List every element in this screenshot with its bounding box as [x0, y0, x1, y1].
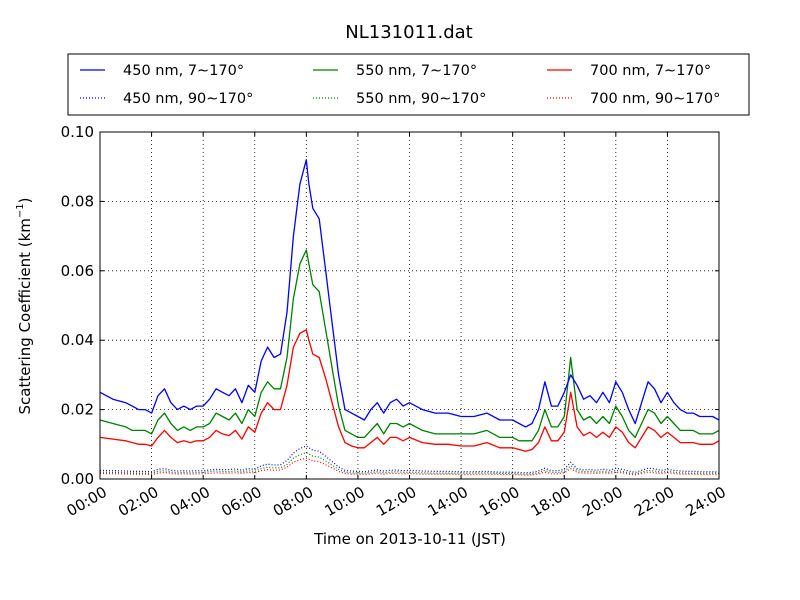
legend-label: 550 nm, 7∼170°: [356, 63, 477, 79]
legend: 450 nm, 7∼170° 450 nm, 90∼170° 550 nm, 7∼1…: [67, 53, 750, 116]
y-tick-label: 0.04: [61, 331, 94, 349]
legend-label: 700 nm, 7∼170°: [590, 63, 711, 79]
y-tick-label: 0.10: [61, 123, 94, 141]
series-line: [99, 329, 720, 452]
y-tick-label: 0.00: [61, 470, 94, 488]
legend-label: 550 nm, 90∼170°: [356, 91, 486, 107]
y-axis-label-exponent: −1: [15, 203, 26, 218]
y-tick-labels: 0.00 0.02 0.04 0.06 0.08 0.10: [61, 123, 94, 488]
x-axis-label: Time on 2013-10-11 (JST): [313, 530, 506, 548]
chart-title: NL131011.dat: [345, 22, 472, 43]
legend-label: 450 nm, 7∼170°: [123, 63, 244, 79]
y-tick-label: 0.08: [61, 192, 94, 210]
y-tick-label: 0.06: [61, 262, 94, 280]
ticks: [99, 131, 720, 480]
series-line: [99, 249, 720, 442]
legend-label: 450 nm, 90∼170°: [123, 91, 253, 107]
series-line: [99, 159, 720, 428]
legend-box: [67, 53, 750, 116]
y-tick-label: 0.02: [61, 401, 94, 419]
series-layer: [99, 159, 720, 476]
y-axis-label: Scattering Coefficient (km−1): [15, 197, 34, 414]
series-line: [99, 457, 719, 476]
y-axis-label-close: ): [16, 197, 34, 203]
legend-label: 700 nm, 90∼170°: [590, 91, 720, 107]
y-axis-label-main: Scattering Coefficient (km: [16, 218, 34, 414]
plot-area: [100, 132, 719, 479]
